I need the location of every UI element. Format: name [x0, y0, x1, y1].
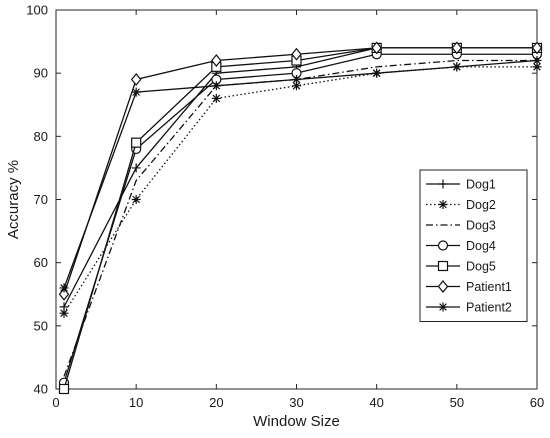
y-tick-label: 70 — [34, 192, 48, 207]
data-point-dog1 — [131, 163, 141, 173]
axes-group: 0 10 20 30 40 50 60 40 50 60 70 80 90 100 — [26, 3, 544, 411]
data-point-patient1 — [211, 54, 222, 67]
data-point-patient2 — [292, 74, 301, 84]
data-point-patient2 — [452, 62, 462, 72]
legend-label-dog1: Dog1 — [466, 178, 496, 192]
data-point-dog5 — [58, 383, 70, 395]
data-point-dog2 — [211, 93, 221, 103]
data-point-patient1 — [58, 287, 70, 301]
series-patient1 — [58, 41, 543, 301]
legend-label-dog3: Dog3 — [466, 219, 496, 233]
data-point-patient2 — [59, 283, 69, 293]
legend-label-dog5: Dog5 — [466, 260, 496, 274]
series-dog3 — [63, 59, 537, 377]
data-point-patient1 — [531, 41, 543, 55]
x-tick-label: 40 — [369, 395, 383, 410]
legend-label-patient1: Patient1 — [466, 280, 512, 294]
data-point-dog5 — [131, 137, 142, 148]
legend-marker-dog4 — [437, 240, 449, 251]
x-tick-label: 0 — [52, 395, 59, 410]
x-tick-label: 60 — [530, 395, 544, 410]
data-point-patient1 — [130, 73, 142, 86]
y-tick-label: 40 — [34, 382, 48, 397]
x-axis-label: Window Size — [253, 413, 340, 430]
data-point-dog2 — [532, 62, 542, 72]
x-tick-label: 20 — [209, 395, 223, 410]
legend-label-patient2: Patient2 — [466, 301, 512, 315]
data-point-patient2 — [372, 68, 382, 78]
legend-label-dog4: Dog4 — [466, 239, 496, 253]
y-tick-label: 60 — [34, 255, 48, 270]
legend-marker-dog1 — [438, 179, 448, 189]
y-tick-label: 100 — [26, 3, 48, 18]
data-point-dog2 — [131, 195, 141, 204]
legend-marker-dog5 — [437, 260, 449, 272]
series-line-dog3 — [63, 59, 537, 377]
x-tick-label: 50 — [450, 395, 464, 410]
data-point-dog2 — [292, 81, 301, 91]
x-tick-label: 10 — [129, 395, 143, 410]
legend-marker-patient1 — [437, 280, 449, 293]
legend-label-dog2: Dog2 — [466, 198, 496, 212]
data-point-dog2 — [59, 308, 69, 318]
y-tick-label: 90 — [34, 66, 48, 81]
data-point-patient2 — [131, 87, 141, 97]
y-tick-label: 50 — [34, 318, 48, 333]
data-point-patient2 — [532, 56, 542, 66]
data-point-patient1 — [451, 41, 463, 55]
data-point-patient2 — [211, 81, 221, 91]
y-axis-label: Accuracy % — [5, 160, 22, 239]
data-point-patient1 — [291, 47, 302, 61]
legend-marker-dog2 — [438, 200, 448, 209]
series-group — [58, 41, 543, 395]
data-point-patient1 — [371, 41, 382, 55]
legend-marker-patient2 — [438, 302, 448, 312]
y-tick-label: 80 — [34, 129, 48, 144]
legend: Dog1 Dog2 Dog3 Dog4 Dog5 Patient1 Patient2 — [419, 169, 528, 322]
x-tick-label: 30 — [289, 395, 303, 410]
series-patient2 — [59, 56, 542, 293]
